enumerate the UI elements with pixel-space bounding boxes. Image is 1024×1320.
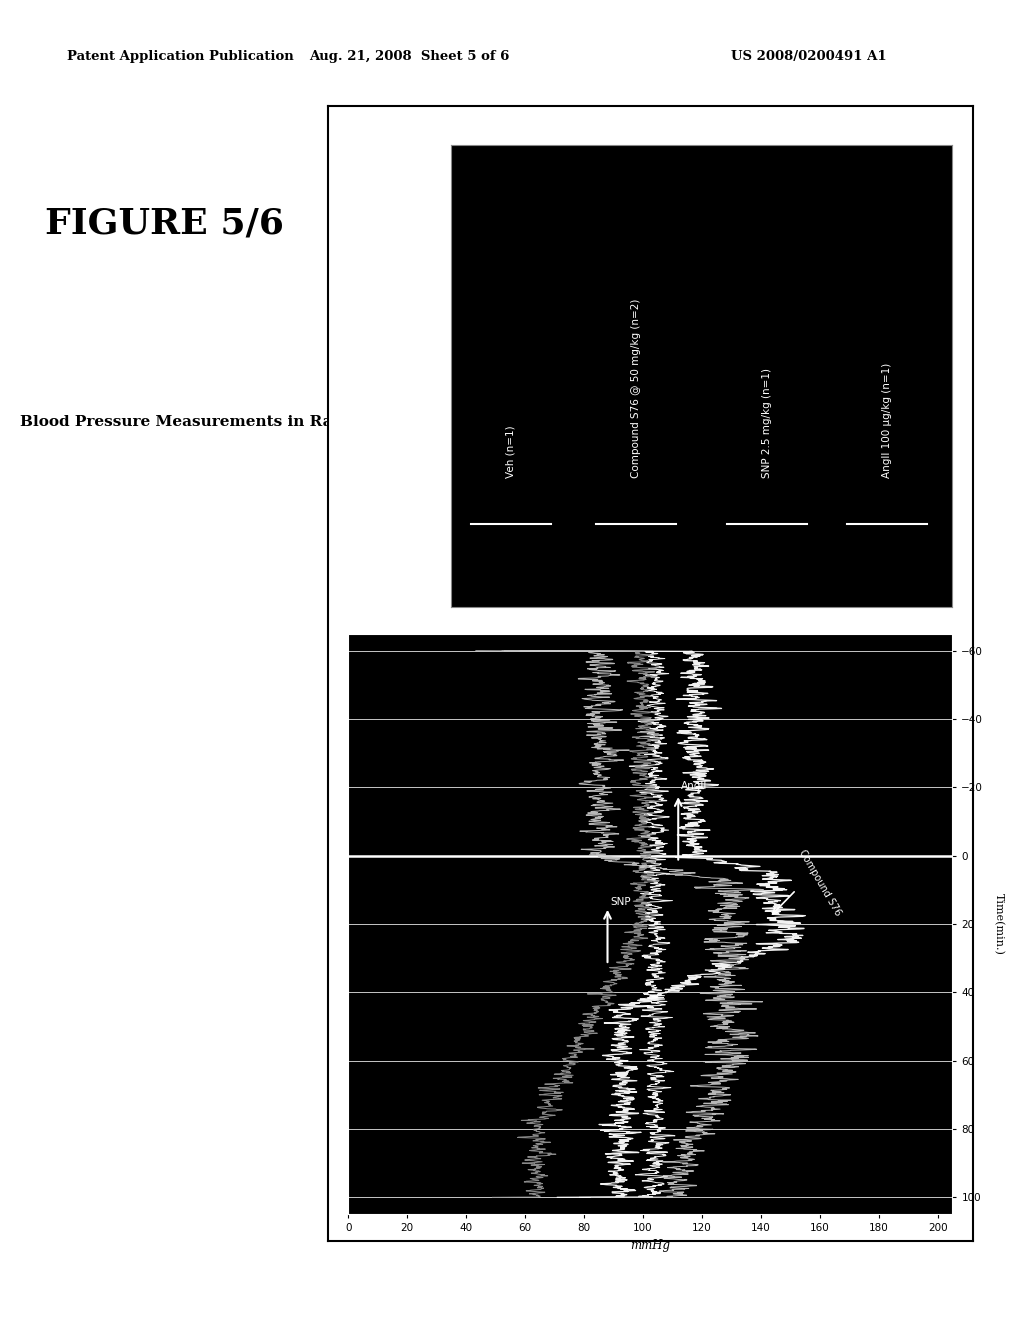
- Text: SNP 2.5 mg/kg (n=1): SNP 2.5 mg/kg (n=1): [762, 368, 772, 478]
- Y-axis label: Time(min.): Time(min.): [993, 894, 1005, 954]
- Text: Compound S76: Compound S76: [797, 849, 843, 917]
- Text: AngII 100 μg/kg (n=1): AngII 100 μg/kg (n=1): [882, 363, 892, 478]
- Text: SNP: SNP: [610, 896, 631, 907]
- Text: US 2008/0200491 A1: US 2008/0200491 A1: [731, 50, 887, 63]
- Text: AngII: AngII: [681, 780, 708, 791]
- Text: Veh (n=1): Veh (n=1): [506, 425, 516, 478]
- Text: Compound S76 @ 50 mg/kg (n=2): Compound S76 @ 50 mg/kg (n=2): [631, 298, 641, 478]
- X-axis label: mmHg: mmHg: [630, 1239, 671, 1251]
- Text: FIGURE 5/6: FIGURE 5/6: [45, 206, 284, 240]
- Text: Aug. 21, 2008  Sheet 5 of 6: Aug. 21, 2008 Sheet 5 of 6: [309, 50, 510, 63]
- Text: Patent Application Publication: Patent Application Publication: [67, 50, 293, 63]
- Text: Blood Pressure Measurements in Rats: Blood Pressure Measurements in Rats: [20, 416, 348, 429]
